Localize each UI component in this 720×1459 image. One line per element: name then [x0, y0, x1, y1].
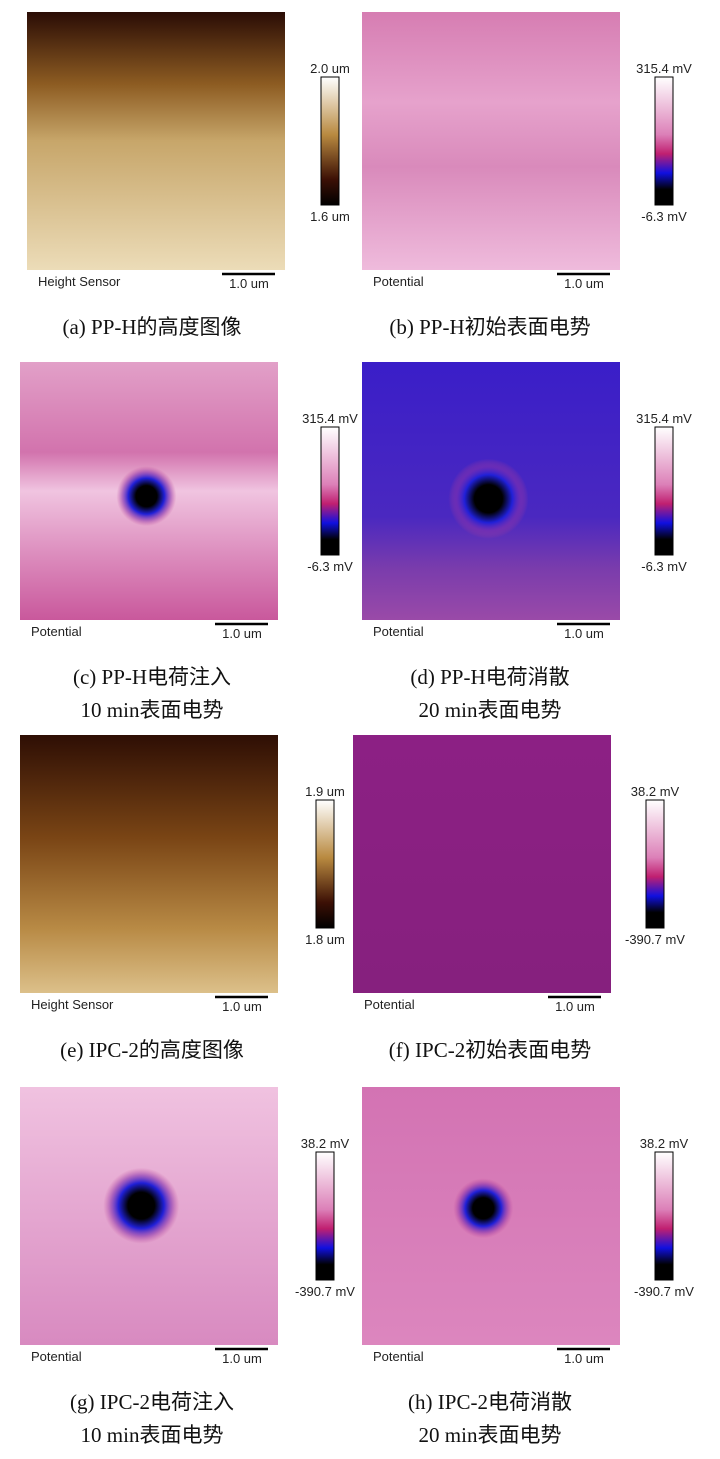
caption: (c) PP-H电荷注入 — [73, 665, 231, 689]
image-label: Potential — [373, 624, 424, 639]
afm-image — [27, 12, 285, 270]
colorbar-min: -390.7 mV — [625, 932, 685, 947]
scale-bar-label: 1.0 um — [229, 276, 269, 291]
charge-spot — [448, 458, 529, 539]
scale-bar-label: 1.0 um — [222, 626, 262, 641]
caption: (a) PP-H的高度图像 — [62, 315, 241, 339]
scale-bar-label: 1.0 um — [564, 626, 604, 641]
image-label: Height Sensor — [38, 274, 121, 289]
colorbar-max: 2.0 um — [310, 61, 350, 76]
colorbar-max: 315.4 mV — [636, 411, 692, 426]
colorbar-min: 1.8 um — [305, 932, 345, 947]
colorbar-min: -390.7 mV — [295, 1284, 355, 1299]
scale-bar-label: 1.0 um — [564, 276, 604, 291]
colorbar-max: 315.4 mV — [636, 61, 692, 76]
colorbar-max: 38.2 mV — [640, 1136, 689, 1151]
colorbar-max: 38.2 mV — [301, 1136, 350, 1151]
scale-bar-label: 1.0 um — [222, 999, 262, 1014]
colorbar-max: 38.2 mV — [631, 784, 680, 799]
caption: 20 min表面电势 — [419, 698, 562, 722]
colorbar — [320, 426, 340, 556]
colorbar — [645, 799, 665, 929]
colorbar — [320, 76, 340, 206]
caption: (f) IPC-2初始表面电势 — [389, 1038, 591, 1062]
scale-bar-label: 1.0 um — [555, 999, 595, 1014]
colorbar — [654, 1151, 674, 1281]
scale-bar-label: 1.0 um — [564, 1351, 604, 1366]
charge-spot — [103, 1167, 180, 1244]
colorbar-min: 1.6 um — [310, 209, 350, 224]
afm-image — [362, 12, 620, 270]
charge-spot — [116, 466, 177, 527]
afm-image — [20, 735, 278, 993]
colorbar-min: -390.7 mV — [634, 1284, 694, 1299]
colorbar — [654, 426, 674, 556]
image-label: Potential — [31, 1349, 82, 1364]
caption: (g) IPC-2电荷注入 — [70, 1390, 234, 1414]
caption: 10 min表面电势 — [81, 1423, 224, 1447]
caption: 20 min表面电势 — [419, 1423, 562, 1447]
image-label: Potential — [31, 624, 82, 639]
caption: (h) IPC-2电荷消散 — [408, 1390, 572, 1414]
image-label: Potential — [364, 997, 415, 1012]
colorbar-min: -6.3 mV — [307, 559, 353, 574]
image-label: Potential — [373, 274, 424, 289]
image-label: Height Sensor — [31, 997, 114, 1012]
colorbar — [315, 1151, 335, 1281]
scale-bar-label: 1.0 um — [222, 1351, 262, 1366]
colorbar-min: -6.3 mV — [641, 209, 687, 224]
colorbar — [654, 76, 674, 206]
colorbar-max: 315.4 mV — [302, 411, 358, 426]
image-label: Potential — [373, 1349, 424, 1364]
caption: (b) PP-H初始表面电势 — [389, 315, 590, 339]
afm-image — [353, 735, 611, 993]
caption: (e) IPC-2的高度图像 — [60, 1038, 244, 1062]
colorbar — [315, 799, 335, 929]
charge-spot — [453, 1178, 514, 1239]
colorbar-max: 1.9 um — [305, 784, 345, 799]
colorbar-min: -6.3 mV — [641, 559, 687, 574]
caption: 10 min表面电势 — [81, 698, 224, 722]
caption: (d) PP-H电荷消散 — [410, 665, 569, 689]
